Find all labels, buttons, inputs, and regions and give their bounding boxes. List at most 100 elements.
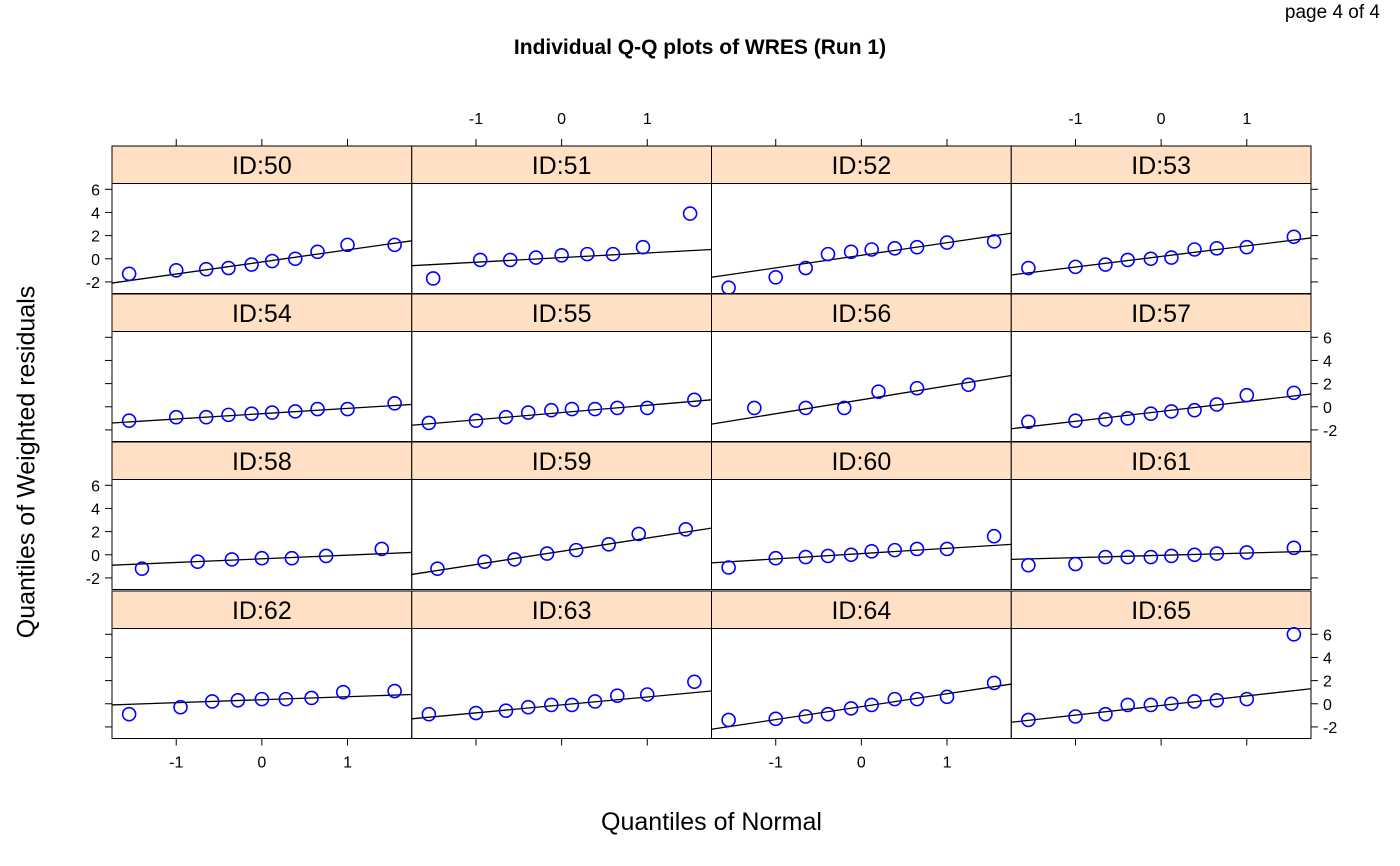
y-tick-label: 0 [91, 252, 100, 269]
y-tick-label: 0 [91, 548, 100, 565]
data-point-id-50 [198, 261, 214, 277]
x-tick-label: -1 [1068, 111, 1082, 128]
data-point-id-55 [609, 400, 625, 416]
data-point-id-65 [1120, 697, 1136, 713]
data-point-id-54 [310, 401, 325, 417]
data-point-id-50 [168, 263, 184, 278]
data-point-id-60 [939, 541, 955, 557]
data-point-id-53 [1098, 257, 1113, 272]
data-point-id-52 [986, 234, 1002, 249]
data-point-id-59 [539, 546, 555, 561]
panel-strip-label-id-55: ID:55 [532, 300, 592, 328]
data-point-id-54 [198, 409, 214, 425]
data-point-id-65 [1286, 626, 1302, 642]
data-point-id-56 [836, 400, 852, 416]
data-point-id-60 [843, 547, 859, 563]
data-point-id-55 [687, 392, 702, 408]
data-point-id-52 [939, 235, 955, 250]
data-point-id-55 [468, 413, 484, 428]
data-point-id-61 [1068, 556, 1083, 572]
data-point-id-63 [687, 674, 702, 690]
data-point-id-53 [1164, 250, 1179, 265]
data-point-id-59 [601, 537, 617, 552]
qq-reference-line-id-65 [1011, 688, 1312, 723]
data-point-id-64 [843, 701, 859, 716]
data-point-id-52 [887, 241, 903, 256]
panel-frame-id-58 [111, 479, 413, 590]
data-point-id-63 [587, 694, 603, 709]
data-point-id-61 [1187, 547, 1202, 563]
data-point-id-58 [224, 552, 240, 567]
data-point-id-61 [1239, 545, 1255, 560]
data-point-id-65 [1021, 712, 1036, 728]
panel-frame-id-63 [411, 628, 712, 739]
x-tick-label: 1 [643, 111, 652, 128]
data-point-id-62 [173, 699, 188, 715]
x-tick-label: 0 [557, 111, 566, 128]
data-point-id-60 [887, 542, 903, 558]
qq-reference-line-id-59 [411, 527, 712, 576]
data-point-id-54 [121, 413, 137, 428]
data-point-id-64 [986, 675, 1002, 691]
data-point-id-63 [564, 697, 580, 713]
data-point-id-61 [1021, 557, 1036, 573]
data-point-id-62 [387, 683, 402, 699]
data-point-id-62 [121, 706, 137, 722]
data-point-id-61 [1143, 549, 1159, 565]
panel-frame-id-52 [711, 183, 1012, 294]
y-tick-label: -2 [1323, 423, 1337, 440]
y-tick-label: -2 [86, 571, 100, 588]
y-tick-label: -2 [86, 275, 100, 292]
data-point-id-56 [871, 384, 886, 400]
data-point-id-51 [580, 246, 595, 262]
data-point-id-55 [520, 405, 536, 420]
y-tick-label: 6 [91, 182, 100, 199]
data-point-id-57 [1143, 406, 1159, 422]
x-tick-label: 0 [257, 755, 266, 772]
y-tick-label: 0 [1323, 697, 1332, 714]
data-point-id-64 [721, 712, 736, 728]
y-tick-label: 4 [91, 501, 100, 518]
data-point-id-64 [939, 689, 955, 705]
qq-reference-line-id-55 [411, 399, 712, 426]
panel-strip-label-id-60: ID:60 [831, 448, 891, 476]
panel-strip-label-id-58: ID:58 [232, 448, 292, 476]
data-point-id-59 [477, 554, 492, 570]
data-point-id-60 [986, 528, 1002, 544]
panel-strip-label-id-61: ID:61 [1131, 448, 1191, 476]
y-tick-label: 2 [1323, 377, 1332, 394]
panel-strip-label-id-52: ID:52 [831, 152, 891, 180]
panel-strip-label-id-64: ID:64 [831, 597, 891, 625]
data-point-id-51 [425, 271, 441, 286]
data-point-id-50 [121, 266, 137, 282]
data-point-id-62 [278, 691, 294, 707]
y-tick-label: 6 [1323, 330, 1332, 347]
data-point-id-57 [1286, 385, 1302, 401]
qq-reference-line-id-61 [1011, 550, 1312, 561]
data-point-id-53 [1120, 252, 1136, 268]
data-point-id-55 [498, 409, 514, 425]
qq-reference-line-id-58 [111, 551, 412, 566]
x-tick-label: -1 [169, 755, 183, 772]
panel-frame-id-65 [1010, 628, 1312, 739]
data-point-id-65 [1068, 709, 1083, 724]
y-tick-label: 6 [1323, 627, 1332, 644]
y-tick-label: 4 [91, 205, 100, 222]
data-point-id-63 [639, 687, 655, 702]
data-point-id-61 [1098, 549, 1113, 565]
panel-strip-id-53 [1010, 145, 1312, 184]
panel-strip-label-id-51: ID:51 [532, 152, 592, 180]
data-point-id-54 [221, 407, 236, 423]
qq-reference-line-id-64 [711, 683, 1012, 730]
data-point-id-50 [387, 237, 402, 253]
data-point-id-60 [864, 543, 879, 559]
data-point-id-50 [221, 260, 236, 276]
data-point-id-65 [1209, 692, 1225, 708]
data-point-id-59 [678, 521, 694, 537]
data-point-id-57 [1164, 404, 1179, 419]
data-point-id-50 [244, 257, 259, 272]
panel-frame-id-56 [711, 331, 1012, 442]
data-point-id-51 [554, 247, 569, 263]
data-point-id-62 [230, 692, 246, 708]
data-point-id-63 [468, 705, 484, 721]
